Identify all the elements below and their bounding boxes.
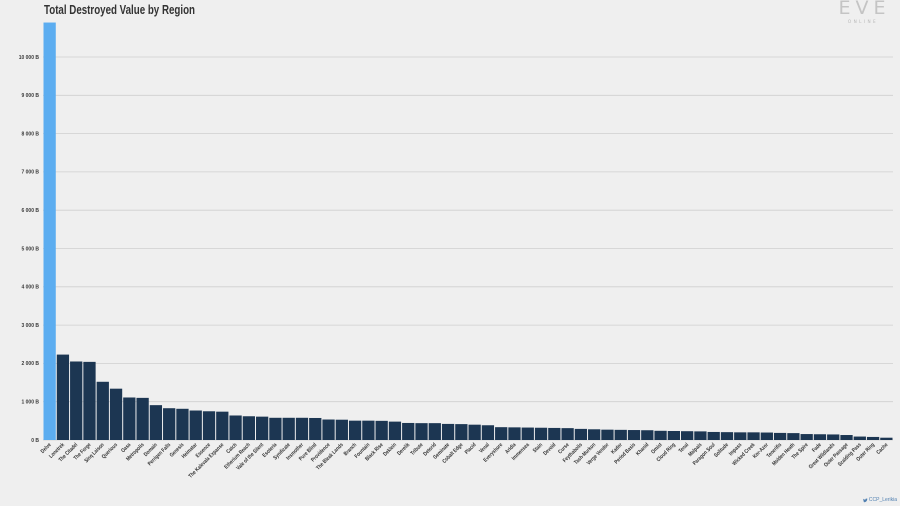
bar-essence — [202, 411, 216, 440]
bar-heimatar — [189, 410, 202, 440]
bar-providence — [322, 419, 335, 440]
bar-curse — [561, 428, 574, 440]
bar-tenal — [681, 431, 694, 440]
bar-tenerifis — [773, 432, 787, 440]
bar-paragon-soul — [707, 431, 720, 440]
twitter-bird-icon — [862, 498, 868, 502]
y-tick-label: 4 000 B — [21, 285, 39, 291]
chart-title: Total Destroyed Value by Region — [44, 3, 195, 17]
bar-tash-murkon — [588, 429, 601, 440]
bar-delve — [43, 22, 56, 441]
bar-lonetrek — [56, 354, 70, 440]
bar-solitude — [720, 432, 734, 440]
bar-cache — [880, 437, 893, 440]
bar-cobalt-edge — [455, 424, 468, 440]
bar-deklein — [388, 421, 402, 440]
author-credit: CCP_Lerikia — [862, 497, 897, 503]
bar-impass — [734, 432, 747, 440]
bar-wicked-creek — [747, 432, 760, 440]
bar-catch — [229, 415, 242, 440]
y-tick-label: 10 000 B — [19, 55, 40, 61]
bar-metropolis — [136, 397, 149, 440]
bar-oasa — [123, 397, 136, 440]
bar-fountain — [362, 420, 375, 440]
bar-kador — [614, 429, 627, 440]
bar-derelik — [402, 422, 415, 440]
bar-vale-of-the-silent — [256, 416, 269, 440]
author-handle: CCP_Lerikia — [868, 497, 897, 503]
x-tick-label-cache: Cache — [875, 442, 889, 456]
bar-great-wildlands — [827, 434, 840, 440]
bar-geminate — [441, 423, 455, 440]
bars — [43, 22, 893, 441]
bar-venal — [481, 425, 495, 440]
y-tick-label: 3 000 B — [21, 323, 39, 329]
y-tick-label: 6 000 B — [21, 208, 39, 214]
y-axis-labels: 0 B 1 000 B 2 000 B 3 000 B 4 000 B 5 000 B 6 … — [19, 55, 40, 444]
bar-genesis — [176, 408, 189, 440]
bar-the-forge — [83, 361, 96, 440]
y-tick-label: 8 000 B — [21, 131, 39, 137]
bar-molden-heath — [787, 433, 800, 440]
bar-outer-ring — [866, 436, 880, 440]
x-tick-label-derelik: Derelik — [396, 442, 411, 457]
bar-devoid — [548, 427, 561, 440]
x-tick-label-deklein: Deklein — [382, 442, 398, 458]
grid-lines — [43, 56, 893, 441]
bar-insmother — [295, 417, 309, 440]
x-tick-label-khanid: Khanid — [635, 442, 650, 457]
bar-the-bleak-lands — [335, 419, 348, 440]
x-tick-label-tribute: Tribute — [409, 442, 424, 457]
bar-period-basis — [627, 430, 641, 440]
bar-placid — [468, 424, 481, 440]
bar-black-rise — [375, 420, 388, 440]
bar-immensea — [521, 427, 534, 440]
x-tick-label-solitude: Solitude — [713, 442, 730, 459]
bar-domain — [149, 405, 163, 440]
bar-verge-vendor — [601, 429, 614, 440]
bar-stain — [534, 427, 548, 440]
bar-outer-passage — [840, 435, 853, 440]
bar-esoteria — [269, 417, 282, 440]
bar-the-spire — [800, 434, 813, 440]
bar-pure-blind — [309, 417, 322, 440]
logo-wordmark: EVE — [838, 0, 891, 19]
bar-etherium-reach — [242, 416, 255, 440]
bar-malpais — [694, 431, 707, 440]
bar-sinq-laison — [96, 381, 109, 440]
bar-fade — [813, 434, 827, 440]
bar-cloud-ring — [667, 431, 680, 440]
bar-tribute — [415, 423, 428, 440]
bar-feythabolis — [574, 428, 588, 440]
y-tick-label: 7 000 B — [21, 170, 39, 176]
bar-kor-azor — [760, 432, 773, 440]
y-tick-label: 0 B — [31, 438, 39, 444]
bar-aridia — [508, 427, 521, 440]
bar-detorid — [428, 423, 441, 440]
y-tick-label: 5 000 B — [21, 246, 39, 252]
x-tick-label-devoid: Devoid — [542, 442, 557, 457]
eve-online-logo: EVE ONLINE — [830, 0, 894, 24]
bar-perrigen-falls — [163, 408, 176, 440]
bar-syndicate — [282, 417, 295, 440]
y-tick-label: 2 000 B — [21, 361, 39, 367]
bar-the-kalevala-expanse — [216, 411, 229, 440]
y-tick-label: 9 000 B — [21, 93, 39, 99]
bar-querious — [109, 388, 123, 440]
bar-everyshore — [495, 427, 508, 440]
bar-the-citadel — [70, 361, 83, 440]
bar-khanid — [641, 430, 654, 440]
x-tick-label-placid: Placid — [464, 442, 478, 456]
y-tick-label: 1 000 B — [21, 400, 39, 406]
logo-subtitle: ONLINE — [847, 19, 879, 24]
bar-omist — [654, 430, 667, 440]
bar-scalding-pass — [853, 436, 866, 440]
bar-branch — [348, 420, 362, 440]
